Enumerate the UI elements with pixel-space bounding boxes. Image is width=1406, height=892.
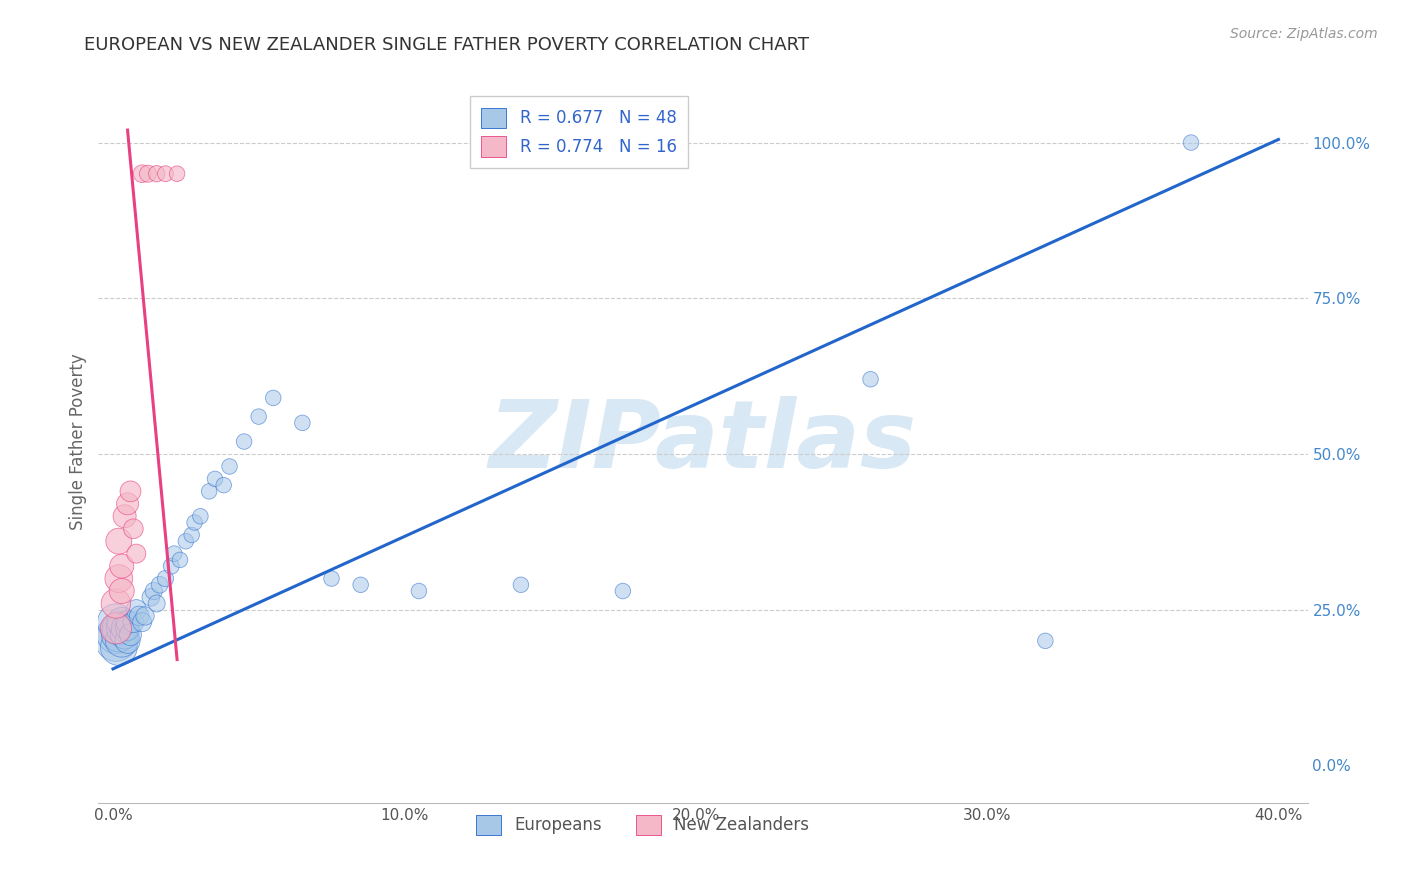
Point [108, 534, 131, 549]
Point [111, 584, 134, 599]
Point [120, 627, 142, 641]
Point [136, 167, 159, 181]
Point [1033, 633, 1056, 648]
Point [114, 621, 136, 635]
Point [104, 621, 127, 635]
Text: EUROPEAN VS NEW ZEALANDER SINGLE FATHER POVERTY CORRELATION CHART: EUROPEAN VS NEW ZEALANDER SINGLE FATHER … [84, 36, 810, 54]
Point [108, 621, 131, 635]
Point [233, 434, 256, 449]
Point [160, 559, 183, 574]
Point [111, 621, 134, 635]
Point [212, 478, 235, 492]
Point [145, 597, 167, 611]
Point [117, 633, 139, 648]
Text: Source: ZipAtlas.com: Source: ZipAtlas.com [1230, 27, 1378, 41]
Point [125, 603, 148, 617]
Point [104, 627, 127, 641]
Point [321, 572, 343, 586]
Point [174, 534, 197, 549]
Point [131, 167, 153, 181]
Point [104, 633, 127, 648]
Point [218, 459, 240, 474]
Point [117, 621, 139, 635]
Point [198, 484, 221, 499]
Point [142, 584, 165, 599]
Point [859, 372, 882, 386]
Point [111, 633, 134, 648]
Point [108, 572, 131, 586]
Point [117, 615, 139, 630]
Point [180, 528, 202, 542]
Point [111, 615, 134, 630]
Point [104, 615, 127, 630]
Point [108, 627, 131, 641]
Point [155, 167, 177, 181]
Point [291, 416, 314, 430]
Y-axis label: Single Father Poverty: Single Father Poverty [69, 353, 87, 530]
Point [1180, 136, 1202, 150]
Point [155, 572, 177, 586]
Point [125, 547, 148, 561]
Point [509, 578, 531, 592]
Point [139, 591, 162, 605]
Point [183, 516, 205, 530]
Point [163, 547, 186, 561]
Point [262, 391, 284, 405]
Point [408, 584, 430, 599]
Point [166, 167, 188, 181]
Point [247, 409, 270, 424]
Point [111, 559, 134, 574]
Point [134, 609, 156, 624]
Point [104, 597, 127, 611]
Point [114, 627, 136, 641]
Point [612, 584, 634, 599]
Point [108, 640, 131, 654]
Point [128, 609, 150, 624]
Point [204, 472, 226, 486]
Point [122, 615, 145, 630]
Point [149, 578, 172, 592]
Point [350, 578, 373, 592]
Text: ZIPatlas: ZIPatlas [489, 395, 917, 488]
Point [131, 615, 153, 630]
Legend: Europeans, New Zealanders: Europeans, New Zealanders [467, 805, 818, 845]
Point [120, 484, 142, 499]
Point [145, 167, 167, 181]
Point [117, 497, 139, 511]
Point [122, 522, 145, 536]
Point [169, 553, 191, 567]
Point [114, 509, 136, 524]
Point [190, 509, 212, 524]
